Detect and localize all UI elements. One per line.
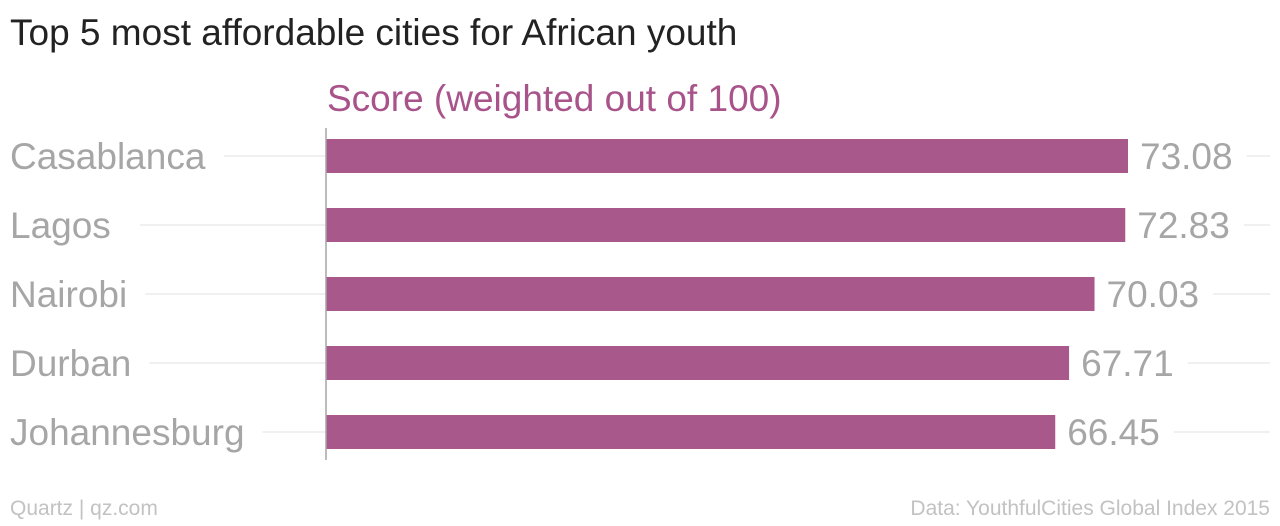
- bar-nairobi: [326, 277, 1095, 311]
- chart-title: Top 5 most affordable cities for African…: [10, 12, 738, 53]
- category-label: Casablanca: [10, 136, 206, 177]
- value-label: 66.45: [1067, 412, 1160, 453]
- bar-durban: [326, 346, 1070, 380]
- footer-credit: Quartz | qz.com: [10, 497, 158, 520]
- category-label: Johannesburg: [10, 412, 245, 453]
- category-label: Nairobi: [10, 274, 127, 315]
- bar-lagos: [326, 208, 1126, 242]
- category-label: Lagos: [10, 205, 111, 246]
- category-label: Durban: [10, 343, 131, 384]
- bars: [326, 139, 1128, 449]
- bar-casablanca: [326, 139, 1128, 173]
- value-label: 67.71: [1081, 343, 1174, 384]
- value-label: 73.08: [1140, 136, 1233, 177]
- labels: Casablanca 73.08 Lagos 72.83 Nairobi 70.03 Dur…: [10, 136, 1233, 453]
- gridlines: [140, 155, 1270, 433]
- value-label: 70.03: [1107, 274, 1200, 315]
- footer-source: Data: YouthfulCities Global Index 2015: [910, 497, 1270, 520]
- value-label: 72.83: [1137, 205, 1230, 246]
- bar-johannesburg: [326, 415, 1056, 449]
- bar-chart: Casablanca 73.08 Lagos 72.83 Nairobi 70.03 Dur…: [10, 128, 1270, 460]
- series-label: Score (weighted out of 100): [327, 78, 782, 119]
